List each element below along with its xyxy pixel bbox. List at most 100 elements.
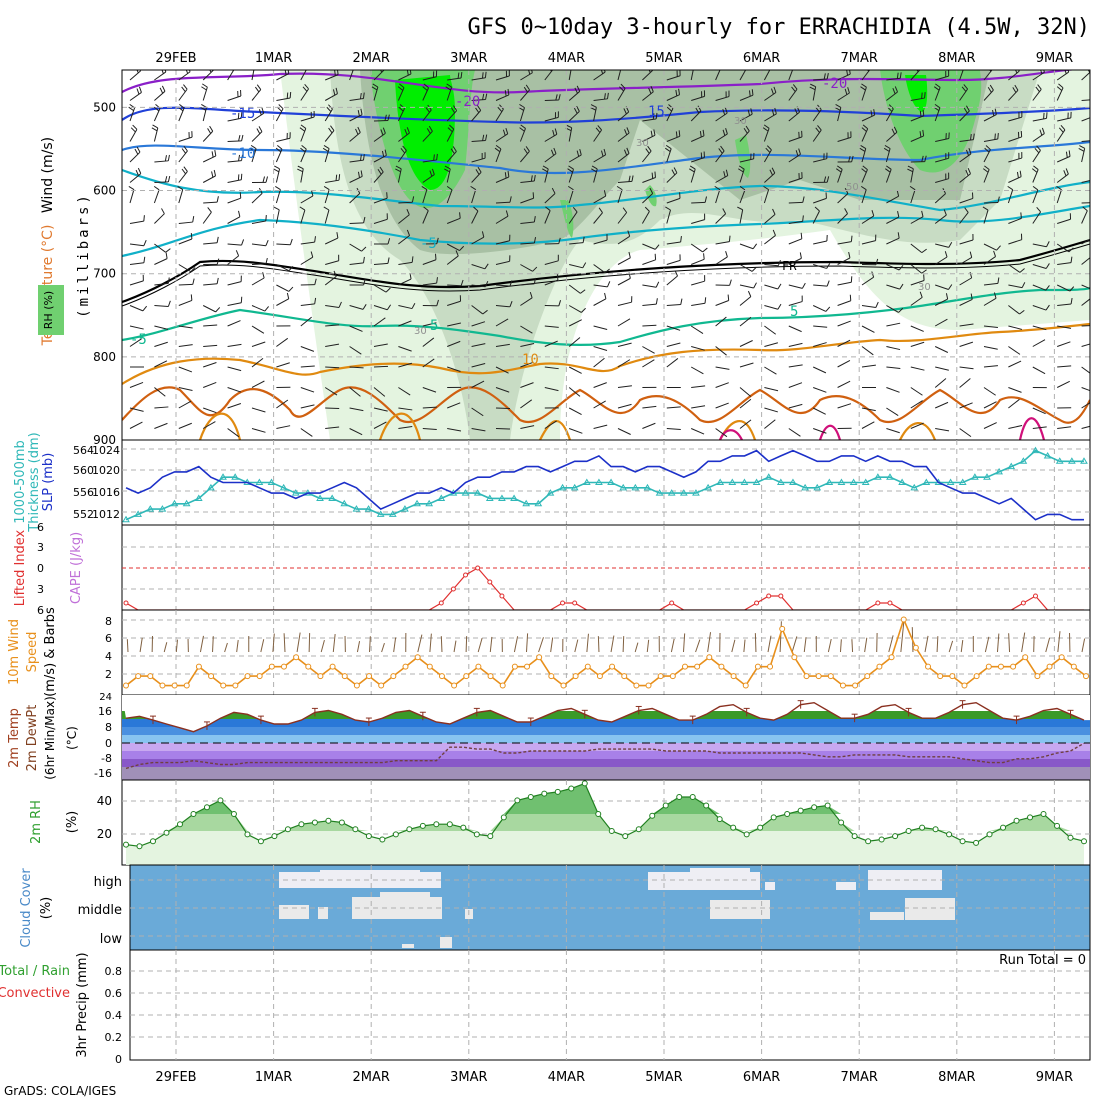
thickness-point xyxy=(898,478,906,485)
wind-barb xyxy=(788,325,802,333)
wind-barb xyxy=(715,128,728,142)
rh2m-point xyxy=(163,829,170,836)
wind-barb xyxy=(373,213,388,224)
wind-barb xyxy=(178,366,193,373)
wind-barb xyxy=(959,271,973,286)
wind-barb xyxy=(666,325,681,331)
thickness-point xyxy=(146,505,155,512)
wind-barb xyxy=(690,70,694,81)
wind-barb xyxy=(910,210,924,224)
rh2m-point xyxy=(797,807,804,814)
wind-barb xyxy=(349,428,363,436)
wind-barb xyxy=(935,70,950,81)
pressure-tick: 500 xyxy=(93,100,116,114)
rh2m-point xyxy=(1013,817,1020,824)
precip-tick: 0.8 xyxy=(105,965,123,978)
thickness-point xyxy=(510,494,518,501)
date-label-top: 29FEB xyxy=(155,51,196,66)
svg-text:24: 24 xyxy=(99,692,112,703)
wind-barb xyxy=(861,165,868,183)
wind-barb xyxy=(447,402,461,409)
wind-barb xyxy=(642,324,657,327)
wind-barb xyxy=(325,426,340,429)
wind-barb xyxy=(813,428,827,434)
wind10m-barb xyxy=(429,633,432,653)
wind-barb xyxy=(910,400,923,409)
wind-barb xyxy=(886,428,900,434)
wind-barb xyxy=(886,264,904,271)
wind-barb xyxy=(520,277,536,286)
rh2m-point xyxy=(311,819,318,826)
pressure-tick: 800 xyxy=(93,350,116,364)
thickness-point xyxy=(340,499,349,507)
wind-barb xyxy=(568,407,582,415)
wind-barb xyxy=(129,421,143,429)
wind-barb xyxy=(495,428,511,430)
wind-barb xyxy=(666,235,682,245)
wind-barb xyxy=(959,402,973,409)
wind-barb xyxy=(178,84,188,101)
wind-barb xyxy=(398,346,412,352)
wind10m-point xyxy=(718,663,725,670)
wind-barb xyxy=(714,185,721,204)
wind-barb xyxy=(323,206,330,224)
wind-barb xyxy=(325,301,342,308)
temp2m-label: 2m Temp xyxy=(7,708,22,768)
wind-barb xyxy=(813,342,827,347)
wind-barb xyxy=(959,378,971,388)
contour-label: FR xyxy=(782,259,797,273)
slp-tick: 1016 xyxy=(92,486,120,499)
wind-barb xyxy=(568,319,582,327)
wind-barb xyxy=(227,296,243,306)
wind-barb xyxy=(471,166,482,183)
contour-label: -5 xyxy=(420,236,437,252)
wind-barb xyxy=(568,366,582,374)
wind-barb xyxy=(1008,233,1023,245)
thickness-point xyxy=(316,494,324,501)
wind-barb xyxy=(764,325,777,335)
wind10m-point xyxy=(584,663,591,670)
wind10m-point xyxy=(742,682,749,689)
rh2m-point xyxy=(743,831,750,838)
wind-barb xyxy=(666,270,678,286)
wind-barb xyxy=(739,264,757,272)
temp2m-line xyxy=(125,701,1085,733)
wind-barb xyxy=(642,298,658,306)
rh2m-point xyxy=(298,821,305,828)
wind-barb xyxy=(837,208,848,224)
wind-barb xyxy=(1008,346,1021,355)
wind-barb xyxy=(763,145,772,163)
wind-barb xyxy=(398,303,416,310)
wind-barb xyxy=(1032,84,1042,101)
wind-barb xyxy=(203,407,217,414)
wind10m-tick: 2 xyxy=(105,668,112,681)
wind-barb xyxy=(471,206,479,224)
wind-barb xyxy=(1081,366,1090,374)
lifted-index-point xyxy=(572,600,578,606)
rh2m-point xyxy=(811,804,818,811)
wind-barb xyxy=(373,284,391,293)
precip-convective-label: Convective xyxy=(0,986,70,1001)
wind-barb xyxy=(886,322,901,327)
wind10m-point xyxy=(329,663,336,670)
wind-barb xyxy=(788,215,804,224)
wind-barb xyxy=(617,230,631,245)
wind-barb xyxy=(471,428,486,432)
date-label-top: 4MAR xyxy=(548,51,585,66)
wind-barb xyxy=(297,165,304,183)
lifted-index-label: Lifted Index xyxy=(13,529,28,606)
wind-barb xyxy=(300,236,316,245)
wind-barb xyxy=(520,361,534,368)
wind-barb xyxy=(1032,304,1050,311)
wind-barb xyxy=(813,176,830,183)
wind-barb xyxy=(1057,325,1072,329)
thickness-point xyxy=(425,499,434,507)
thickness-point xyxy=(764,473,773,480)
wind-barb xyxy=(764,86,777,101)
wind-barb xyxy=(813,325,828,328)
wind-barb xyxy=(764,208,776,224)
wind-barb xyxy=(520,325,533,334)
wind-barb xyxy=(569,428,583,434)
cloud-middle xyxy=(279,892,955,920)
wind10m-point xyxy=(815,673,822,680)
